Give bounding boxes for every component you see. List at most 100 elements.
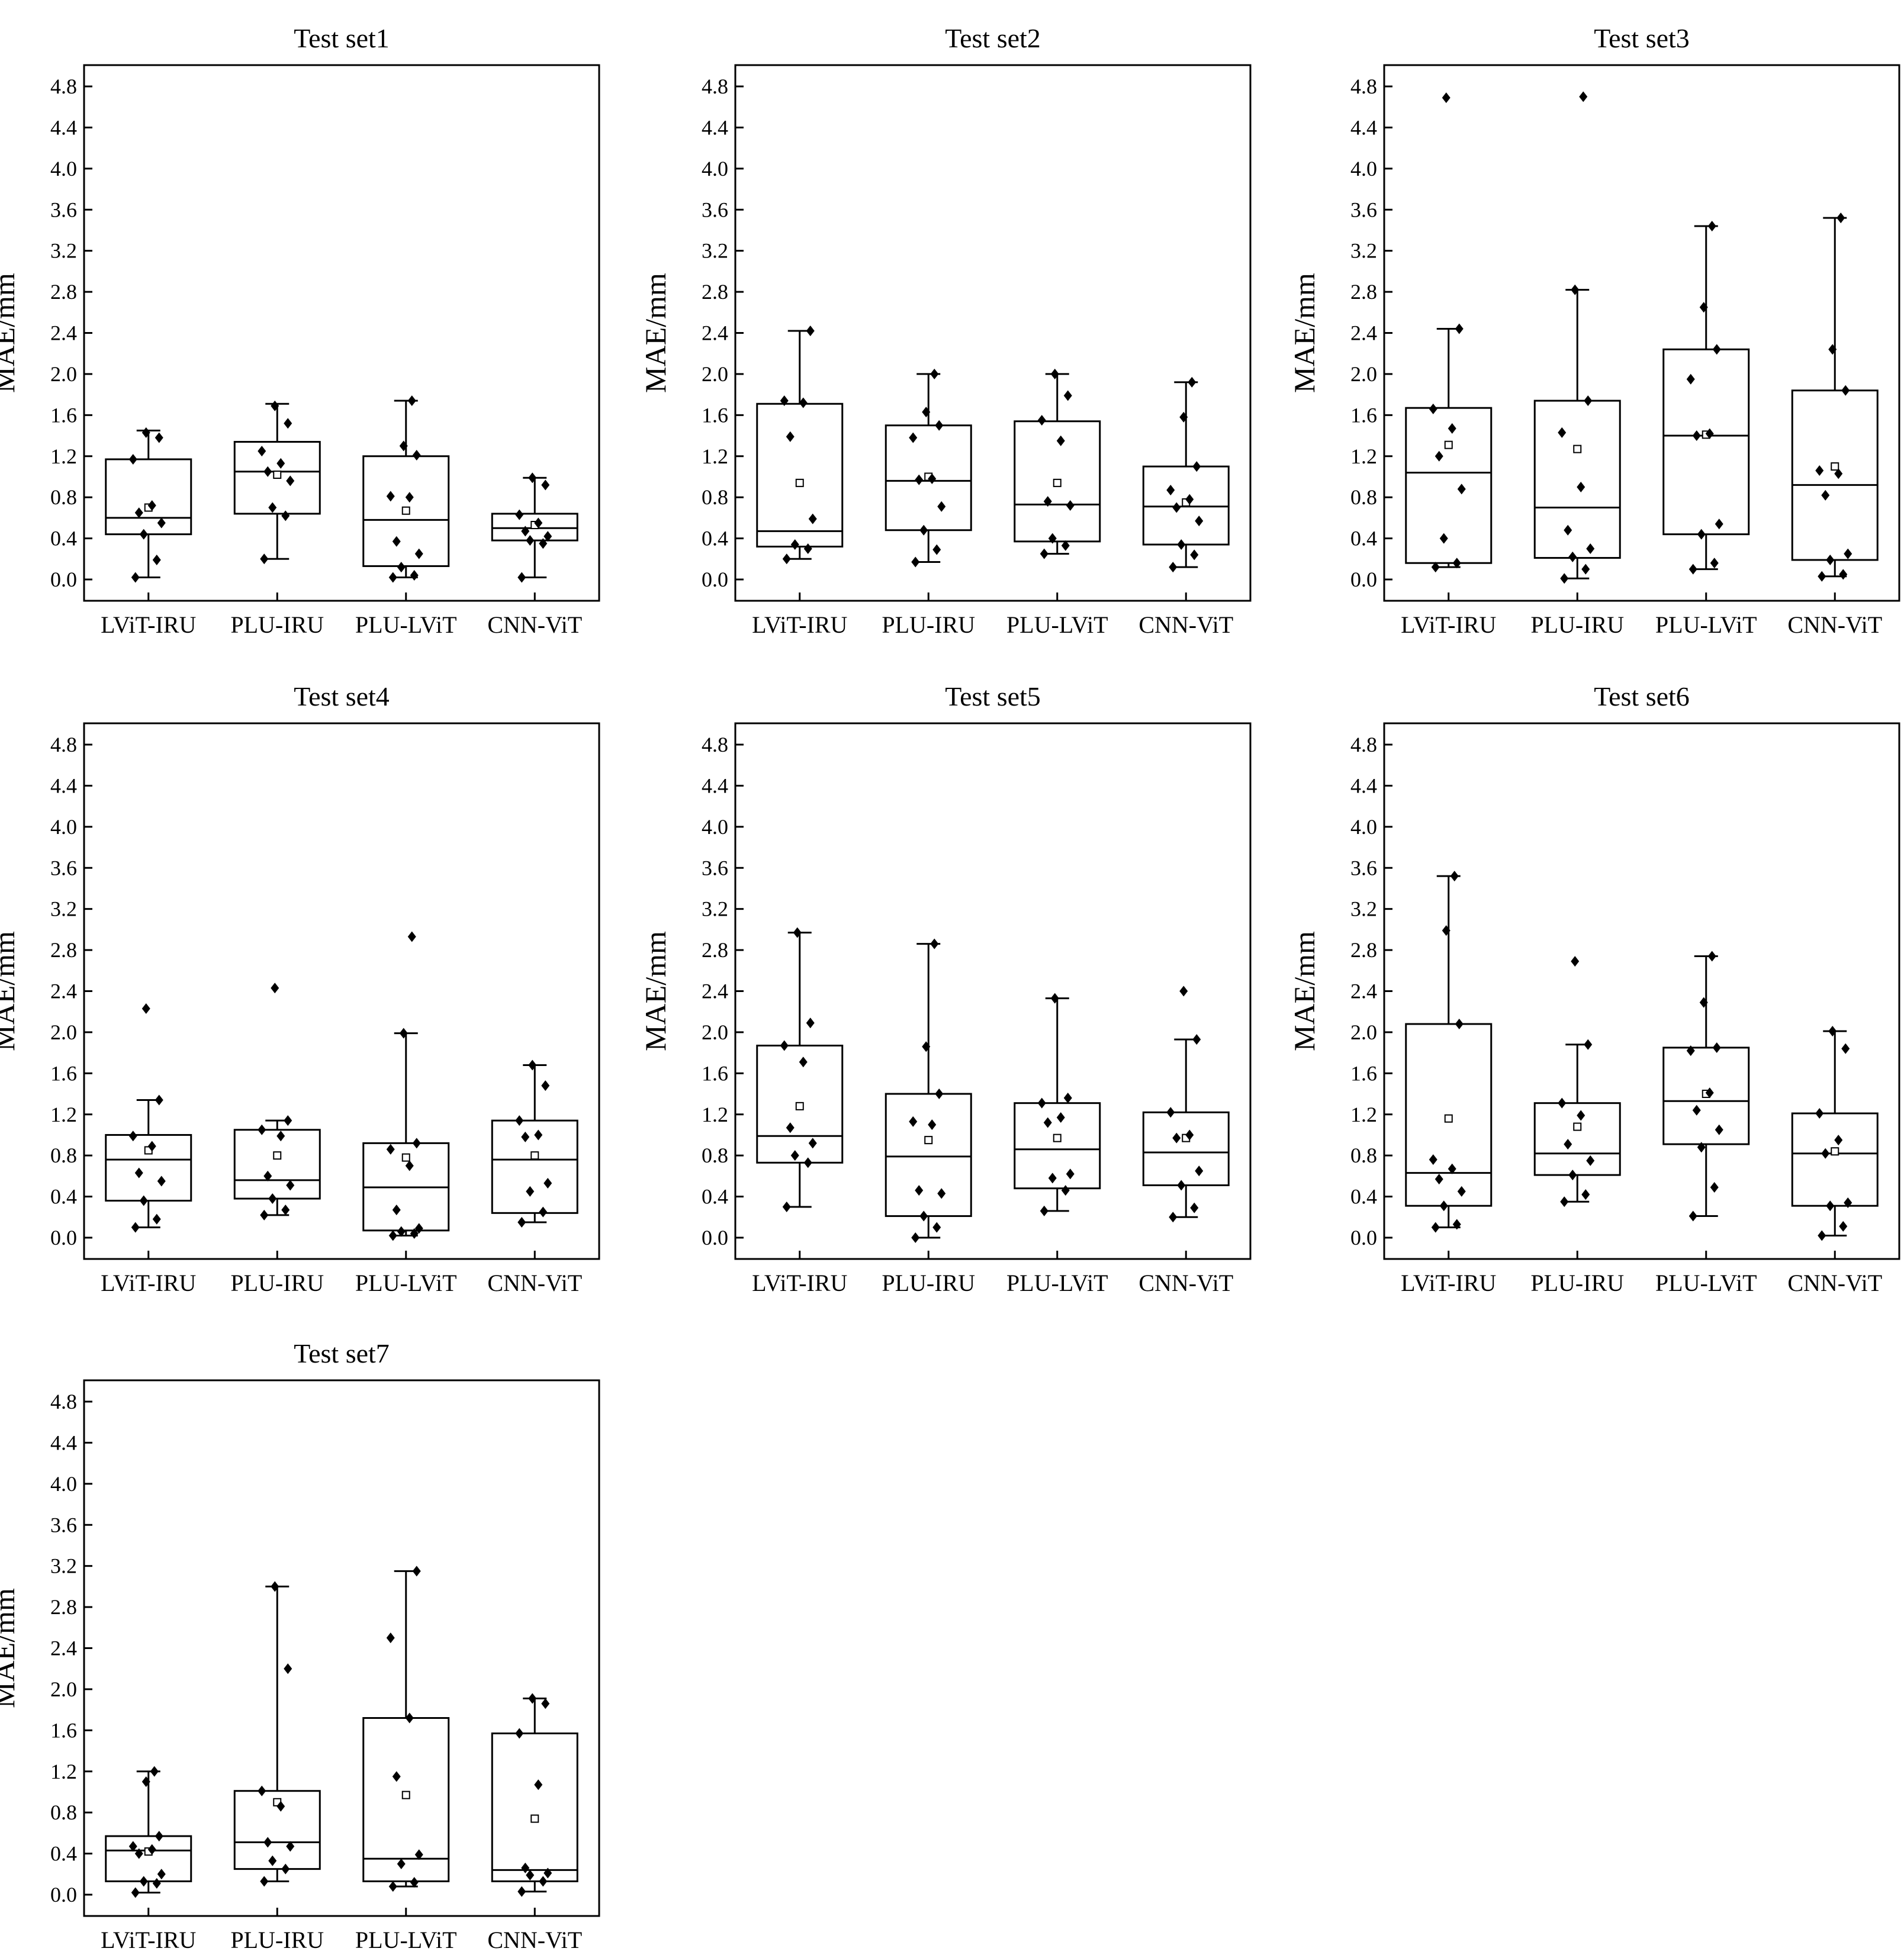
data-point	[928, 1119, 937, 1131]
y-tick-label: 3.6	[50, 198, 77, 221]
iqr-box	[233, 1790, 321, 1870]
data-point	[150, 1766, 159, 1777]
data-point	[911, 1232, 920, 1243]
data-point	[1560, 573, 1569, 584]
data-point	[790, 539, 799, 550]
y-tick-label: 1.6	[702, 403, 728, 427]
data-point	[534, 1129, 543, 1141]
data-point	[1707, 951, 1716, 962]
iqr-box	[756, 402, 844, 548]
data-point	[919, 524, 928, 536]
data-point	[1040, 1205, 1049, 1216]
iqr-box	[1791, 1112, 1879, 1207]
data-point	[1710, 558, 1719, 569]
data-point	[803, 543, 812, 554]
data-point	[1442, 92, 1450, 104]
y-tick-label: 0.0	[702, 1226, 728, 1249]
x-tick-label: LViT-IRU	[752, 1270, 847, 1296]
data-point	[284, 1663, 292, 1674]
x-tick-label: LViT-IRU	[101, 1270, 196, 1296]
data-point	[782, 1201, 791, 1212]
iqr-box	[1662, 348, 1750, 536]
data-point	[1688, 1210, 1697, 1222]
data-point	[930, 368, 939, 379]
data-point	[539, 1206, 548, 1218]
data-point	[1435, 450, 1443, 462]
data-point	[1697, 529, 1706, 540]
y-tick-label: 1.6	[50, 1061, 77, 1085]
data-point	[412, 1138, 421, 1149]
data-point	[157, 517, 166, 529]
data-point	[1692, 1104, 1701, 1116]
data-point	[147, 1141, 156, 1152]
data-point	[1188, 376, 1197, 388]
mean-marker	[530, 1151, 539, 1160]
data-point	[281, 510, 290, 521]
data-point	[1705, 1087, 1714, 1099]
data-point	[808, 1138, 817, 1149]
data-point	[141, 427, 150, 438]
data-point	[392, 1771, 401, 1782]
data-point	[1818, 1230, 1826, 1241]
data-point	[397, 1858, 406, 1869]
data-point	[1439, 1200, 1448, 1212]
data-point	[139, 529, 148, 540]
y-tick-label: 4.4	[702, 115, 728, 139]
y-tick-label: 3.2	[50, 897, 77, 921]
y-tick-label: 1.2	[50, 445, 77, 468]
y-tick-label: 2.4	[50, 1637, 77, 1660]
data-point	[521, 526, 530, 537]
mean-marker	[1831, 462, 1839, 471]
y-tick-label: 4.4	[702, 774, 728, 797]
data-point	[1048, 533, 1057, 544]
x-tick-label: CNN-ViT	[487, 1270, 582, 1296]
mean-marker	[1573, 445, 1582, 453]
data-point	[263, 466, 272, 477]
y-tick-label: 1.6	[50, 1718, 77, 1742]
iqr-box	[491, 1119, 578, 1214]
x-tick-label: PLU-IRU	[230, 611, 324, 638]
data-point	[1442, 925, 1450, 936]
data-point	[1828, 1026, 1837, 1037]
y-tick-label: 4.8	[1350, 733, 1377, 756]
data-point	[134, 1167, 143, 1178]
data-point	[1166, 485, 1175, 496]
data-point	[286, 475, 295, 487]
data-point	[1844, 548, 1852, 559]
data-point	[405, 1160, 414, 1171]
x-tick-label: LViT-IRU	[101, 611, 196, 638]
chart-panel: Test set1 MAE/mm 0.0 0.4 0.8 1.2 1.6 2.0 2.4 2.8 3…	[0, 23, 600, 638]
data-point	[1577, 481, 1585, 492]
y-tick-label: 4.8	[50, 1390, 77, 1413]
x-tick-label: CNN-ViT	[1138, 1270, 1233, 1296]
data-point	[528, 472, 537, 484]
data-point	[1584, 395, 1593, 407]
data-point	[1839, 1220, 1848, 1232]
data-point	[790, 1150, 799, 1161]
y-axis-label: MAE/mm	[639, 931, 672, 1051]
data-point	[793, 927, 802, 938]
iqr-box	[1791, 389, 1879, 561]
y-tick-label: 2.8	[50, 938, 77, 962]
x-tick-label: LViT-IRU	[101, 1927, 196, 1953]
data-point	[276, 1801, 285, 1812]
data-point	[1707, 221, 1716, 232]
y-tick-label: 0.4	[50, 1842, 77, 1866]
data-point	[271, 1581, 279, 1592]
x-tick-label: PLU-LViT	[355, 611, 457, 638]
data-point	[1826, 1200, 1835, 1212]
x-tick-label: PLU-LViT	[1655, 611, 1757, 638]
y-tick-label: 1.2	[702, 1103, 728, 1126]
data-point	[1571, 956, 1580, 967]
chart-panel: Test set7 MAE/mm 0.0 0.4 0.8 1.2 1.6 2.0 2.4 2.8 3…	[0, 1338, 600, 1953]
data-point	[412, 1566, 421, 1577]
data-point	[1586, 1155, 1595, 1166]
data-point	[155, 1831, 163, 1842]
mean-marker	[401, 1153, 410, 1162]
data-point	[1705, 428, 1714, 439]
y-tick-label: 3.6	[702, 856, 728, 880]
data-point	[1452, 558, 1461, 569]
y-tick-label: 2.8	[50, 280, 77, 304]
data-point	[1177, 1180, 1186, 1191]
data-point	[268, 1855, 277, 1866]
